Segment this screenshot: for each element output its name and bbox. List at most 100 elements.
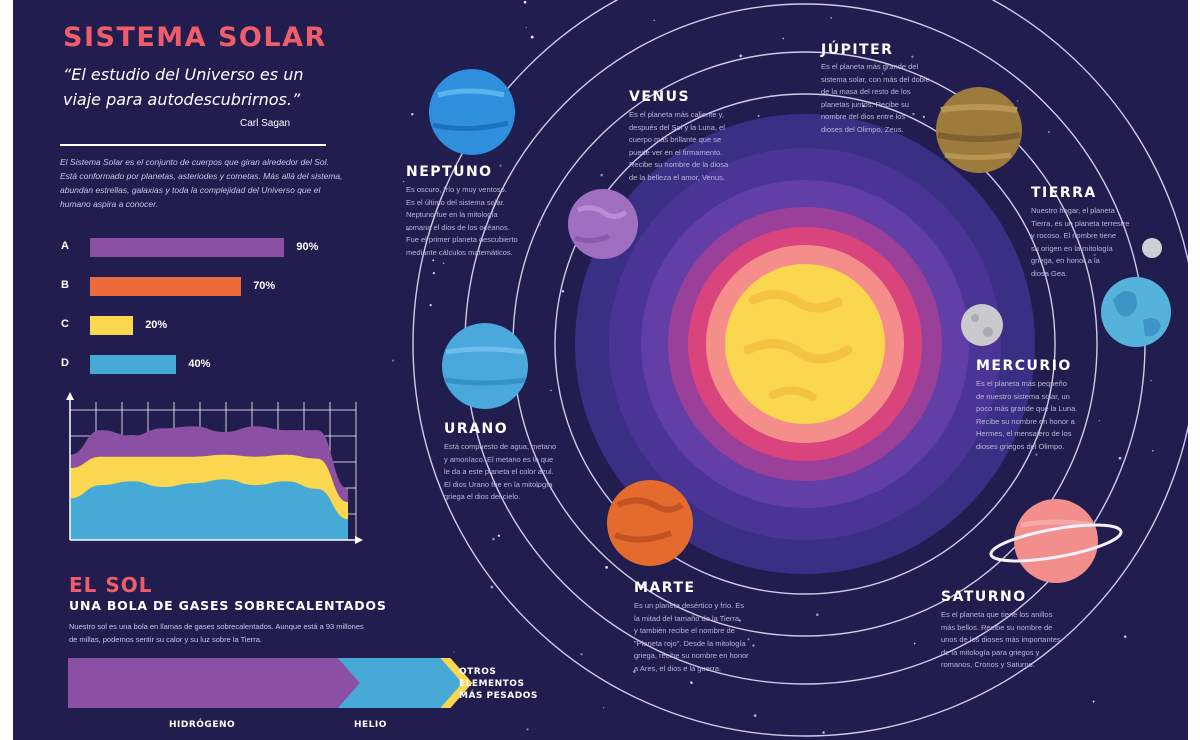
star bbox=[550, 389, 552, 392]
planet-name: NEPTUNO bbox=[406, 164, 493, 180]
planet-description-line: Está compuesto de agua, metano bbox=[444, 442, 557, 451]
star bbox=[442, 262, 445, 264]
planet-description-line: Recibe su nombre de la diosa bbox=[629, 160, 729, 169]
sun-texture bbox=[769, 386, 817, 401]
planet-description: Nuestro hogar, el planeta Tierra, es un p… bbox=[1031, 205, 1181, 280]
star bbox=[603, 707, 605, 709]
label-helio: HELIO bbox=[354, 720, 387, 730]
bar-value-label: 90% bbox=[296, 241, 319, 253]
label-others: OTROS ELEMENTOS MÁS PESADOS bbox=[459, 666, 559, 702]
planet-description-line: y también recibe el nombre de bbox=[634, 626, 735, 635]
planet-name: VENUS bbox=[629, 89, 691, 105]
star bbox=[605, 565, 608, 569]
star bbox=[525, 27, 527, 29]
planet-description-line: Es el planeta más pequeño bbox=[976, 379, 1067, 388]
area-layer bbox=[70, 479, 348, 540]
page-title: SISTEMA SOLAR bbox=[63, 22, 327, 53]
planet-description: Es el planeta que tiene los anillos más b… bbox=[941, 609, 1096, 672]
star bbox=[580, 653, 583, 656]
star bbox=[633, 670, 636, 673]
star bbox=[1092, 700, 1095, 703]
planet-description-line: cuerpo más brillante que se bbox=[629, 135, 722, 144]
star bbox=[1098, 419, 1101, 422]
planet-name: URANO bbox=[444, 421, 509, 437]
planet-description-line: romana el dios de los océanos. bbox=[406, 222, 510, 232]
star bbox=[912, 112, 915, 116]
planet-description-line: sistema solar, con más del doble bbox=[821, 74, 930, 84]
star bbox=[738, 619, 741, 622]
star bbox=[1035, 453, 1038, 456]
planet-description-line: Es el planeta más grande del bbox=[821, 62, 919, 71]
sun bbox=[725, 264, 885, 424]
planet-description-line: Es el planeta más caliente y, bbox=[629, 110, 724, 119]
planet-block-saturno: SATURNO Es el planeta que tiene los anil… bbox=[941, 589, 1096, 672]
bar bbox=[90, 238, 285, 257]
planet-block-venus: VENUS Es el planeta más caliente y, despu… bbox=[629, 89, 779, 184]
planet-description-line: más bellos. Recibe su nombre de bbox=[941, 622, 1053, 632]
planet-description: Es el planeta más caliente y, después del… bbox=[629, 109, 779, 184]
planet-block-marte: MARTE Es un planeta desértico y frío. Es… bbox=[634, 580, 784, 675]
sun-composition-bar bbox=[68, 658, 473, 708]
planet-name: JÚPITER bbox=[821, 42, 894, 58]
x-axis-arrow-icon bbox=[355, 536, 363, 544]
star bbox=[526, 728, 529, 731]
saturn-ring bbox=[989, 523, 1123, 563]
planet-description-line: su origen en la mitología bbox=[1031, 243, 1113, 253]
star bbox=[1123, 635, 1127, 638]
planet-block-tierra: TIERRA Nuestro hogar, el planeta Tierra, … bbox=[1031, 185, 1181, 280]
planet-description-line: Recibe su nombre en honor a bbox=[976, 416, 1075, 426]
planet-description-line: Fue el primer planeta descubierto bbox=[406, 235, 518, 244]
label-others-line: ELEMENTOS bbox=[459, 679, 525, 689]
star bbox=[600, 173, 603, 177]
planet-block-jupiter: JÚPITER Es el planeta más grande del sist… bbox=[821, 42, 971, 136]
star bbox=[561, 290, 565, 293]
planet-block-urano: URANO Está compuesto de agua, metano y am… bbox=[444, 421, 594, 504]
star bbox=[432, 272, 435, 275]
star bbox=[1118, 456, 1122, 460]
planet-description-line: Hermes, el mensajero de los bbox=[976, 429, 1072, 438]
moon bbox=[1142, 238, 1162, 258]
planet-name: SATURNO bbox=[941, 589, 1027, 605]
planet-description-line: de la masa del resto de los bbox=[821, 87, 911, 96]
venus-planet bbox=[568, 189, 638, 259]
star bbox=[490, 585, 494, 589]
planet-description-line: nombre del dios entre los bbox=[821, 112, 906, 121]
star bbox=[402, 180, 405, 183]
planet-description-line: diosa Gea. bbox=[1031, 268, 1068, 278]
sun-section-subtitle: UNA BOLA DE GASES SOBRECALENTADOS bbox=[69, 598, 387, 613]
planet-description-line: a Ares, el dios e la guerra. bbox=[634, 663, 722, 673]
planet-description-line: de la belleza el amor, Venus. bbox=[629, 172, 725, 182]
planet-description-line: Es el planeta que tiene los anillos bbox=[941, 610, 1053, 619]
planet-description-line: la mitad del tamaño de la Tierra, bbox=[634, 613, 742, 623]
star bbox=[747, 638, 750, 641]
planet-description-line: Es un planeta desértico y frío. Es bbox=[634, 601, 745, 610]
planet-description-line: "Planeta rojo". Desde la mitología bbox=[634, 638, 746, 648]
star bbox=[753, 714, 757, 718]
planet-block-mercurio: MERCURIO Es el planeta más pequeño de nue… bbox=[976, 358, 1126, 453]
mars-planet bbox=[607, 480, 693, 566]
star bbox=[830, 16, 832, 19]
label-others-line: OTROS bbox=[459, 667, 497, 677]
bar-category-label: D bbox=[61, 357, 69, 369]
planet-description-line: le da a este planeta el color azul. bbox=[444, 467, 554, 476]
bar bbox=[90, 277, 242, 296]
star bbox=[429, 303, 432, 307]
area-chart-layers bbox=[70, 426, 348, 540]
star bbox=[1151, 449, 1154, 452]
quote-author: Carl Sagan bbox=[240, 118, 291, 129]
sun-section-text: Nuestro sol es una bola en llamas de gas… bbox=[69, 622, 364, 644]
star bbox=[530, 35, 534, 39]
star bbox=[739, 54, 743, 58]
star bbox=[752, 644, 755, 647]
planet-description-line: griega el dios del cielo. bbox=[444, 492, 521, 501]
star bbox=[881, 72, 884, 75]
star bbox=[690, 681, 693, 684]
planet-description-line: romanos, Cronos y Saturno. bbox=[941, 660, 1035, 669]
planet-description-line: Neptuno fue en la mitología bbox=[406, 210, 498, 219]
planet-description-line: griega, en honor a la bbox=[1031, 256, 1100, 265]
star bbox=[653, 19, 655, 22]
star bbox=[523, 0, 527, 4]
star bbox=[432, 259, 435, 262]
intro-text: El Sistema Solar es el conjunto de cuerp… bbox=[60, 157, 343, 209]
bar-value-label: 20% bbox=[145, 319, 168, 331]
